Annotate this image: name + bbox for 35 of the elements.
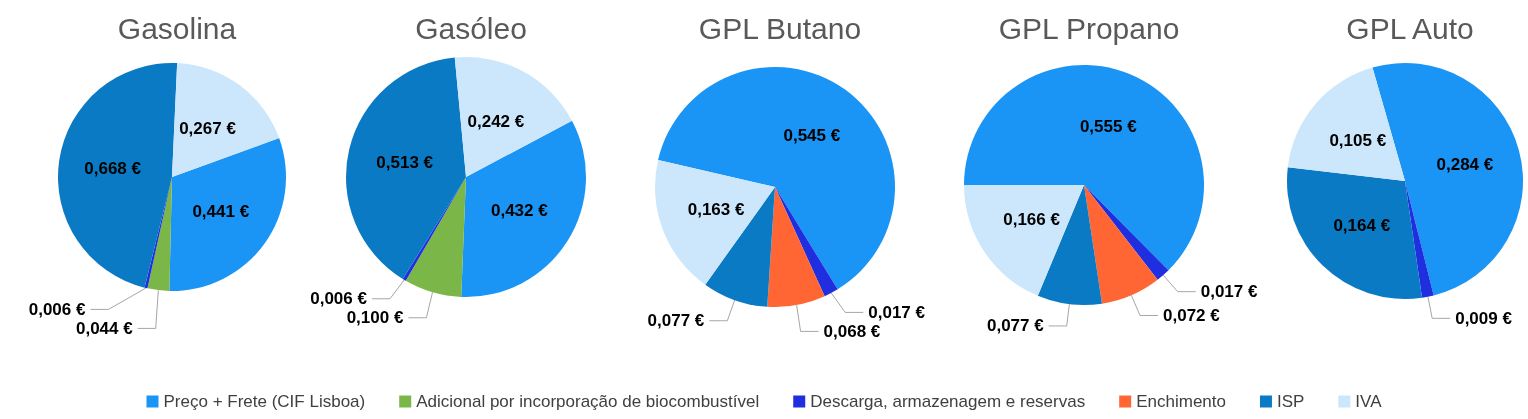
legend-label: ISP <box>1276 392 1305 411</box>
data-label: 0,077 € <box>986 316 1045 336</box>
data-label: 0,242 € <box>467 112 525 132</box>
legend-label: Descarga, armazenagem e reservas <box>810 392 1086 411</box>
legend-label: Preço + Frete (CIF Lisboa) <box>163 392 366 411</box>
data-label: 0,441 € <box>192 202 250 222</box>
data-label: 0,166 € <box>1003 210 1061 230</box>
data-label: 0,545 € <box>783 126 841 146</box>
data-label: 0,072 € <box>1163 305 1221 325</box>
data-label: 0,100 € <box>346 308 404 328</box>
slice-label: GPL Propano <box>998 11 1180 45</box>
data-label: 0,668 € <box>84 158 142 178</box>
data-label: 0,009 € <box>1455 308 1513 328</box>
legend-label: IVA <box>1355 392 1383 411</box>
data-label: 0,432 € <box>490 201 549 221</box>
data-label: 0,017 € <box>868 302 926 322</box>
data-label: 0,006 € <box>28 299 86 319</box>
data-label: 0,164 € <box>1333 215 1391 235</box>
data-label: 0,077 € <box>647 311 705 331</box>
slice-label: Gasóleo <box>415 11 527 45</box>
data-label: 0,163 € <box>687 199 745 219</box>
legend-label: Enchimento <box>1136 392 1226 411</box>
slice-label: GPL Auto <box>1346 11 1474 45</box>
data-label: 0,017 € <box>1200 282 1258 302</box>
data-label: 0,006 € <box>310 289 368 309</box>
legend-label: Adicional por incorporação de biocombustível <box>416 392 760 411</box>
slice-label: Gasolina <box>117 11 237 45</box>
data-label: 0,044 € <box>75 318 134 338</box>
data-label: 0,105 € <box>1329 131 1387 151</box>
data-label: 0,284 € <box>1436 155 1494 175</box>
data-label: 0,068 € <box>823 321 881 341</box>
data-label: 0,513 € <box>376 153 434 173</box>
slice-label: GPL Butano <box>698 11 862 45</box>
data-label: 0,267 € <box>179 119 237 139</box>
data-label: 0,555 € <box>1079 117 1138 137</box>
